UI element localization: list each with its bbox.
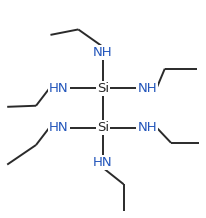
Text: HN: HN: [93, 156, 113, 169]
Text: HN: HN: [49, 82, 69, 95]
Text: HN: HN: [49, 121, 69, 134]
Text: NH: NH: [93, 46, 113, 59]
Text: NH: NH: [137, 121, 157, 134]
Text: Si: Si: [97, 121, 109, 134]
Text: NH: NH: [137, 82, 157, 95]
Text: Si: Si: [97, 82, 109, 95]
